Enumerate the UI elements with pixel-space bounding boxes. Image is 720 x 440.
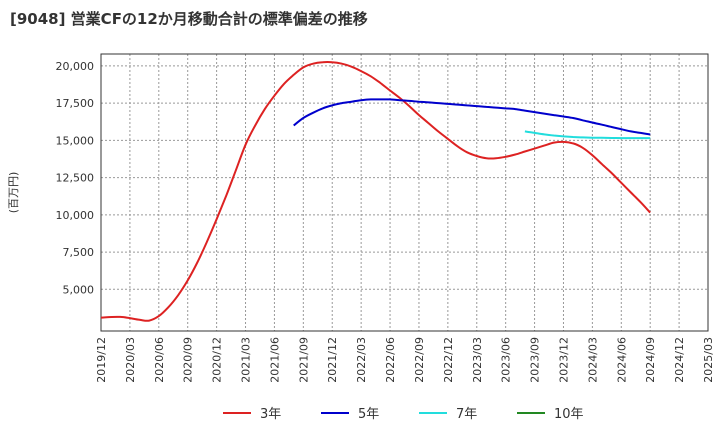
series-line-5年 — [293, 98, 651, 136]
x-tick-label: 2023/06 — [500, 337, 513, 383]
x-tick-label: 2020/09 — [182, 337, 195, 383]
x-tick-label: 2021/12 — [326, 337, 339, 383]
series-line-7年 — [524, 130, 651, 140]
plot-frame — [100, 53, 709, 332]
x-tick-label: 2023/12 — [557, 337, 570, 383]
legend-label: 10年 — [554, 407, 584, 422]
x-tick-label: 2025/03 — [702, 337, 715, 383]
x-tick-label: 2022/06 — [384, 337, 397, 383]
legend: 3年 5年 7年 10年 — [223, 407, 584, 422]
y-tick-label: 17,500 — [56, 97, 95, 110]
x-tick-label: 2020/06 — [153, 337, 166, 383]
x-tick-label: 2022/03 — [355, 337, 368, 383]
chart-title: [9048] 営業CFの12か月移動合計の標準偏差の推移 — [10, 10, 368, 28]
x-tick-label: 2024/06 — [615, 337, 628, 383]
y-tick-label: 20,000 — [56, 60, 95, 73]
x-tick-label: 2019/12 — [95, 337, 108, 383]
x-tick-label: 2020/12 — [211, 337, 224, 383]
x-tick-label: 2022/12 — [442, 337, 455, 383]
series-line-3年 — [100, 60, 651, 322]
legend-label: 3年 — [260, 407, 281, 422]
x-tick-label: 2022/09 — [413, 337, 426, 383]
y-axis-ticks: 5,000 7,500 10,000 12,500 15,000 17,500 20,000 — [56, 60, 95, 296]
x-tick-label: 2021/09 — [297, 337, 310, 383]
x-tick-label: 2024/03 — [586, 337, 599, 383]
grid-lines — [100, 54, 709, 331]
legend-label: 7年 — [456, 407, 477, 422]
y-tick-label: 7,500 — [63, 246, 95, 259]
series-lines — [100, 60, 651, 322]
x-tick-label: 2024/09 — [644, 337, 657, 383]
x-axis-ticks: 2019/12 2020/03 2020/06 2020/09 2020/12 2021/… — [95, 337, 715, 383]
x-tick-label: 2023/09 — [529, 337, 542, 383]
legend-label: 5年 — [358, 407, 379, 422]
x-tick-label: 2021/03 — [240, 337, 253, 383]
x-tick-label: 2020/03 — [124, 337, 137, 383]
x-tick-label: 2023/03 — [471, 337, 484, 383]
y-tick-label: 12,500 — [56, 172, 95, 185]
y-tick-label: 15,000 — [56, 134, 95, 147]
y-tick-label: 10,000 — [56, 209, 95, 222]
x-tick-label: 2021/06 — [268, 337, 281, 383]
y-axis-label: (百万円) — [7, 172, 20, 214]
y-tick-label: 5,000 — [63, 283, 95, 296]
x-tick-label: 2024/12 — [673, 337, 686, 383]
